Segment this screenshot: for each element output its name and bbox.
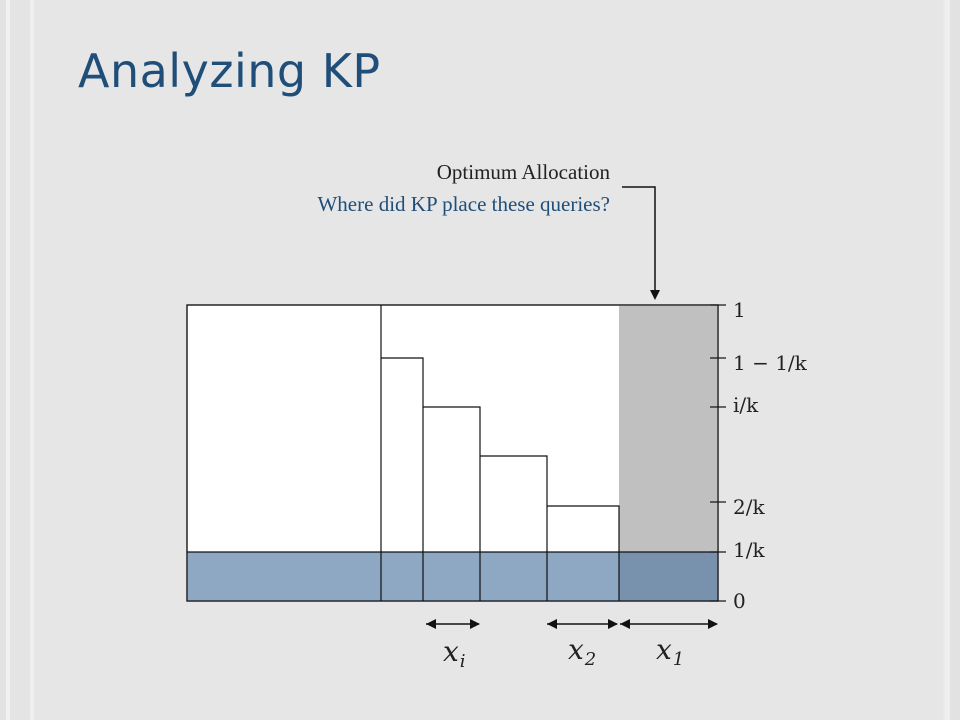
width-arrow-x1-left-head (620, 619, 630, 629)
tick-label-1-over-k: 1/k (733, 538, 765, 562)
width-label-x1: x1 (656, 633, 684, 670)
callout-optimum-allocation: Optimum Allocation (436, 160, 610, 184)
step-2 (423, 406, 481, 601)
step-4 (547, 505, 620, 601)
bottom-band-blue (187, 552, 619, 601)
diagram-frame-border (186, 304, 719, 602)
optimum-column-gray (619, 305, 718, 552)
tick-label-2-over-k: 2/k (733, 495, 765, 519)
step-3 (480, 455, 548, 601)
width-arrow-xi-right-head (470, 619, 480, 629)
callout-arrowhead (650, 290, 660, 300)
tick-label-0: 0 (733, 589, 746, 613)
width-arrow-x2-right-head (608, 619, 618, 629)
width-label-xi: xi (443, 635, 466, 672)
slide-edge-decoration-right (942, 0, 960, 720)
tick-label-1-minus-1-over-k: 1 − 1/k (733, 351, 808, 375)
width-arrow-x2-left-head (547, 619, 557, 629)
tick-label-i-over-k: i/k (733, 393, 759, 417)
bottom-band-blue-dark (619, 552, 718, 601)
slide-title: Analyzing KP (78, 44, 381, 98)
width-label-x2: x2 (568, 633, 596, 670)
step-1 (381, 357, 424, 601)
callout-question: Where did KP place these queries? (317, 192, 610, 216)
tick-label-1: 1 (733, 298, 746, 322)
slide-edge-decoration-left (0, 0, 40, 720)
width-arrow-x1-right-head (708, 619, 718, 629)
callout-connector-line (622, 186, 656, 296)
width-arrow-xi-left-head (426, 619, 436, 629)
